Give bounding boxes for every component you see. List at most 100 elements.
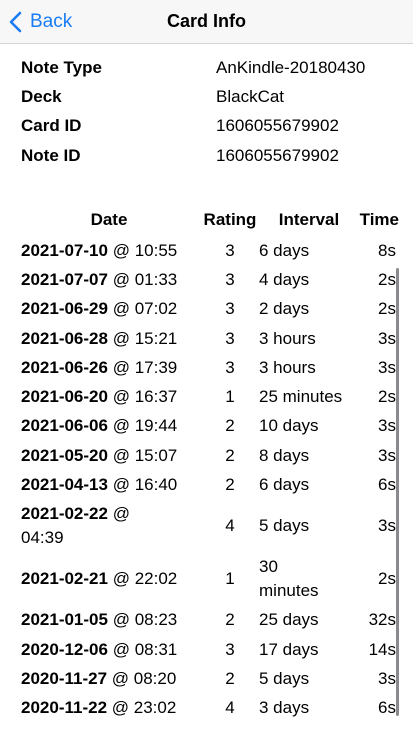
table-row: 2021-07-07 @ 01:33 3 4 days 2s: [0, 265, 413, 294]
review-history-table: Date Rating Interval Time 2021-07-10 @ 1…: [0, 204, 413, 723]
at-separator: @: [107, 698, 134, 718]
review-date: 2021-06-06 @ 19:44: [21, 414, 201, 438]
table-row: 2020-11-22 @ 23:02 4 3 days 6s: [0, 694, 413, 723]
at-separator: @: [107, 357, 135, 377]
at-separator: @: [107, 475, 135, 495]
info-key: Deck: [21, 86, 62, 106]
review-date: 2021-07-07 @ 01:33: [21, 268, 201, 292]
table-row: 2021-05-20 @ 15:07 2 8 days 3s: [0, 441, 413, 470]
review-date-day: 2021-06-29: [21, 299, 108, 319]
info-key: Card ID: [21, 116, 82, 136]
review-interval: 2 days: [259, 299, 310, 319]
review-date-time: 15:07: [134, 445, 178, 465]
review-time: 2s: [378, 299, 396, 319]
review-interval: 30 minutes: [259, 557, 319, 601]
at-separator: @: [107, 445, 135, 465]
header-time: Time: [359, 210, 399, 229]
review-rating: 1: [225, 569, 235, 589]
header-interval: Interval: [278, 210, 340, 229]
review-rating: 2: [225, 416, 235, 436]
table-row: 2021-02-21 @ 22:02 1 30 minutes 2s: [0, 553, 413, 606]
review-date: 2021-01-05 @ 08:23: [21, 608, 201, 632]
review-date-time: 22:02: [134, 569, 178, 589]
review-date-time: 15:21: [134, 328, 178, 348]
review-date-day: 2020-11-27: [21, 668, 108, 688]
review-date-day: 2021-06-20: [21, 387, 108, 407]
at-separator: @: [107, 387, 135, 407]
table-row: 2021-06-20 @ 16:37 1 25 minutes 2s: [0, 382, 413, 411]
back-label: Back: [30, 11, 73, 32]
review-interval: 25 days: [259, 610, 319, 630]
info-row-note-id: Note ID 1606055679902: [21, 141, 401, 170]
review-date-time: 08:23: [134, 610, 178, 630]
review-rating: 2: [225, 610, 235, 630]
review-rating: 2: [225, 668, 235, 688]
review-date-day: 2021-06-26: [21, 357, 108, 377]
review-date-time: 19:44: [134, 416, 178, 436]
review-rating: 3: [225, 269, 235, 289]
review-time: 2s: [378, 269, 396, 289]
review-interval: 6 days: [259, 240, 310, 260]
review-date-time: 04:39: [21, 528, 64, 548]
review-rating: 4: [225, 698, 235, 718]
review-time: 6s: [378, 698, 396, 718]
review-date-day: 2021-05-20: [21, 445, 108, 465]
info-value: 1606055679902: [216, 116, 339, 136]
info-row-note-type: Note Type AnKindle-20180430: [21, 53, 401, 82]
info-row-deck: Deck BlackCat: [21, 82, 401, 111]
navigation-bar: Back Card Info: [0, 0, 413, 44]
review-date-day: 2021-02-21: [21, 569, 108, 589]
review-interval: 5 days: [259, 668, 310, 688]
at-separator: @: [107, 240, 135, 260]
page-title: Card Info: [167, 11, 246, 31]
review-date-day: 2021-02-22: [21, 504, 108, 524]
review-date-time: 16:37: [134, 387, 178, 407]
review-interval: 8 days: [259, 445, 310, 465]
review-time: 3s: [378, 668, 396, 688]
at-separator: @: [107, 269, 135, 289]
review-date: 2021-06-20 @ 16:37: [21, 385, 201, 409]
review-date-time: 23:02: [133, 698, 177, 718]
review-date-time: 17:39: [134, 357, 178, 377]
review-interval: 25 minutes: [259, 387, 343, 407]
scrollbar[interactable]: [396, 268, 399, 716]
info-key: Note ID: [21, 145, 81, 165]
review-interval: 10 days: [259, 416, 319, 436]
table-header: Date Rating Interval Time: [0, 204, 413, 236]
review-date-day: 2021-07-10: [21, 240, 108, 260]
review-interval: 3 days: [259, 698, 310, 718]
table-row: 2020-11-27 @ 08:20 2 5 days 3s: [0, 664, 413, 693]
review-date-time: 08:20: [133, 668, 177, 688]
review-date-time: 16:40: [134, 475, 178, 495]
review-date-day: 2021-06-06: [21, 416, 108, 436]
info-row-card-id: Card ID 1606055679902: [21, 112, 401, 141]
review-rating: 2: [225, 475, 235, 495]
review-date: 2021-04-13 @ 16:40: [21, 473, 201, 497]
back-button[interactable]: Back: [8, 0, 72, 44]
review-time: 14s: [368, 639, 396, 659]
review-interval: 3 hours: [259, 328, 316, 348]
review-interval: 4 days: [259, 269, 310, 289]
review-time: 3s: [378, 516, 396, 536]
review-time: 2s: [378, 387, 396, 407]
review-date-day: 2021-07-07: [21, 269, 108, 289]
at-separator: @: [107, 668, 134, 688]
table-row: 2021-04-13 @ 16:40 2 6 days 6s: [0, 470, 413, 499]
review-time: 3s: [378, 328, 396, 348]
review-date: 2021-05-20 @ 15:07: [21, 444, 201, 468]
review-date-day: 2020-11-22: [21, 698, 108, 718]
header-rating: Rating: [203, 210, 257, 229]
review-interval: 6 days: [259, 475, 310, 495]
review-date: 2021-06-26 @ 17:39: [21, 356, 201, 380]
review-date-day: 2020-12-06: [21, 639, 108, 659]
review-interval: 5 days: [259, 516, 310, 536]
header-date: Date: [90, 210, 128, 229]
at-separator: @: [107, 504, 130, 524]
review-date-day: 2021-04-13: [21, 475, 108, 495]
review-rating: 3: [225, 299, 235, 319]
info-value: 1606055679902: [216, 145, 339, 165]
review-date: 2021-07-10 @ 10:55: [21, 239, 201, 263]
info-key: Note Type: [21, 57, 102, 77]
review-rating: 1: [225, 387, 235, 407]
review-date: 2020-12-06 @ 08:31: [21, 638, 201, 662]
